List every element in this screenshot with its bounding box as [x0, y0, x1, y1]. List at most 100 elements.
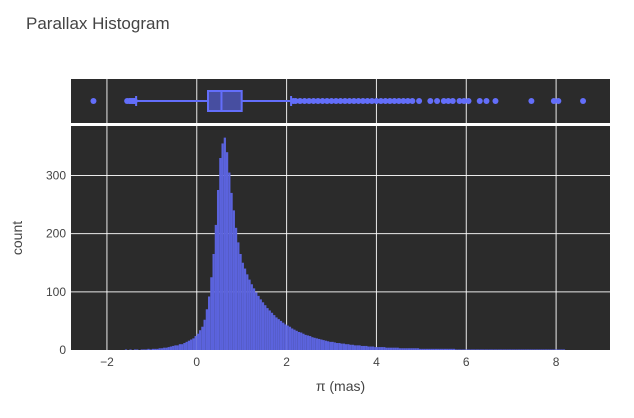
- histogram-bar: [210, 277, 213, 350]
- histogram-bar: [490, 349, 494, 350]
- histogram-bar: [466, 349, 469, 350]
- histogram-bar: [266, 308, 269, 350]
- histogram-bar: [172, 345, 175, 350]
- box-outlier-point: [377, 98, 384, 104]
- histogram-bar: [461, 349, 465, 350]
- histogram-bar: [311, 337, 314, 350]
- histogram-bar: [282, 322, 285, 350]
- box-outlier-point: [395, 98, 402, 104]
- x-tick-label: 4: [373, 355, 380, 369]
- histogram-bar: [232, 210, 235, 350]
- box-outlier-point: [456, 98, 463, 104]
- histogram-bar: [473, 349, 476, 350]
- histogram-bar: [185, 341, 188, 350]
- histogram-bar: [176, 345, 179, 350]
- histogram-bar: [450, 348, 453, 350]
- histogram-bar: [511, 349, 514, 350]
- histogram-bar: [497, 349, 500, 350]
- box-outlier-point: [319, 98, 326, 104]
- histogram-bar: [549, 349, 552, 350]
- histogram-bar: [277, 319, 280, 350]
- histogram-bar: [158, 348, 161, 350]
- histogram-bar: [190, 339, 193, 350]
- histogram-bar: [535, 349, 539, 350]
- box-outlier-point: [346, 98, 353, 104]
- histogram-bar: [156, 348, 159, 350]
- histogram-bar: [230, 192, 233, 350]
- box-outlier-point: [580, 98, 587, 104]
- x-axis-label: π (mas): [316, 378, 365, 394]
- box-outlier-point: [440, 98, 447, 104]
- box-outlier-point: [359, 98, 366, 104]
- histogram-bar: [396, 347, 399, 350]
- histogram-bar: [524, 349, 527, 350]
- histogram-bar: [183, 343, 186, 350]
- histogram-bar: [149, 349, 152, 350]
- box-outlier-point: [555, 98, 562, 104]
- histogram-bar: [558, 349, 561, 350]
- histogram-bar: [394, 347, 397, 350]
- box-outlier-point: [131, 98, 138, 104]
- histogram-bar: [538, 349, 541, 350]
- chart-title: Parallax Histogram: [26, 14, 170, 33]
- histogram-bar: [205, 309, 208, 350]
- histogram-bar: [560, 349, 563, 350]
- histogram-bar: [234, 227, 238, 350]
- box-outlier-point: [416, 98, 423, 104]
- histogram-bar: [187, 340, 191, 350]
- histogram-bar: [241, 262, 244, 350]
- histogram-bar: [221, 143, 224, 350]
- histogram-bar: [133, 349, 137, 350]
- histogram-bar: [261, 302, 265, 350]
- histogram-bar: [520, 349, 523, 350]
- histogram-bar: [288, 326, 292, 350]
- histogram-bar: [300, 332, 303, 350]
- histogram-bar: [322, 340, 325, 350]
- histogram-bar: [401, 348, 404, 350]
- box-outlier-point: [528, 98, 535, 104]
- histogram-bar: [250, 284, 253, 350]
- x-tick-label: 6: [463, 355, 470, 369]
- histogram-bar: [556, 349, 559, 350]
- histogram-bar: [165, 347, 168, 350]
- histogram-bar: [181, 344, 184, 350]
- histogram-bar: [410, 348, 413, 350]
- histogram-bar: [160, 348, 164, 350]
- histogram-bar: [333, 342, 337, 350]
- histogram-bar: [349, 344, 352, 350]
- histogram-bar: [336, 343, 339, 350]
- histogram-bar: [385, 347, 388, 350]
- histogram-bar: [544, 349, 548, 350]
- histogram-bar: [432, 348, 435, 350]
- box-outlier-point: [324, 98, 331, 104]
- box-outlier-point: [449, 98, 456, 104]
- histogram-bar: [163, 347, 166, 350]
- histogram-bar: [320, 339, 323, 350]
- box-iqr-rectangle: [206, 90, 243, 112]
- histogram-bar: [398, 348, 402, 350]
- histogram-bar: [338, 343, 341, 350]
- box-outlier-point: [400, 98, 407, 104]
- histogram-bar: [255, 292, 258, 350]
- box-plot: [90, 90, 587, 112]
- histogram-bar: [374, 347, 377, 350]
- histogram-bar: [508, 349, 512, 350]
- histogram-bar: [389, 347, 393, 350]
- box-outlier-point: [90, 98, 97, 104]
- histogram-bar: [194, 336, 197, 350]
- histogram-bar: [353, 345, 357, 350]
- histogram-bar: [199, 330, 202, 350]
- box-outlier-point: [550, 98, 557, 104]
- box-outlier-point: [328, 98, 335, 104]
- histogram-bar: [196, 333, 200, 350]
- y-tick-label: 200: [46, 227, 66, 241]
- histogram-bar: [147, 348, 150, 350]
- box-outlier-point: [337, 98, 344, 104]
- histogram-bar: [421, 348, 424, 350]
- histogram-bar: [295, 330, 298, 350]
- histogram-bar: [428, 348, 431, 350]
- box-outlier-point: [373, 98, 380, 104]
- histogram-bar: [228, 172, 231, 350]
- box-outlier-point: [292, 98, 299, 104]
- histogram-bar: [479, 349, 482, 350]
